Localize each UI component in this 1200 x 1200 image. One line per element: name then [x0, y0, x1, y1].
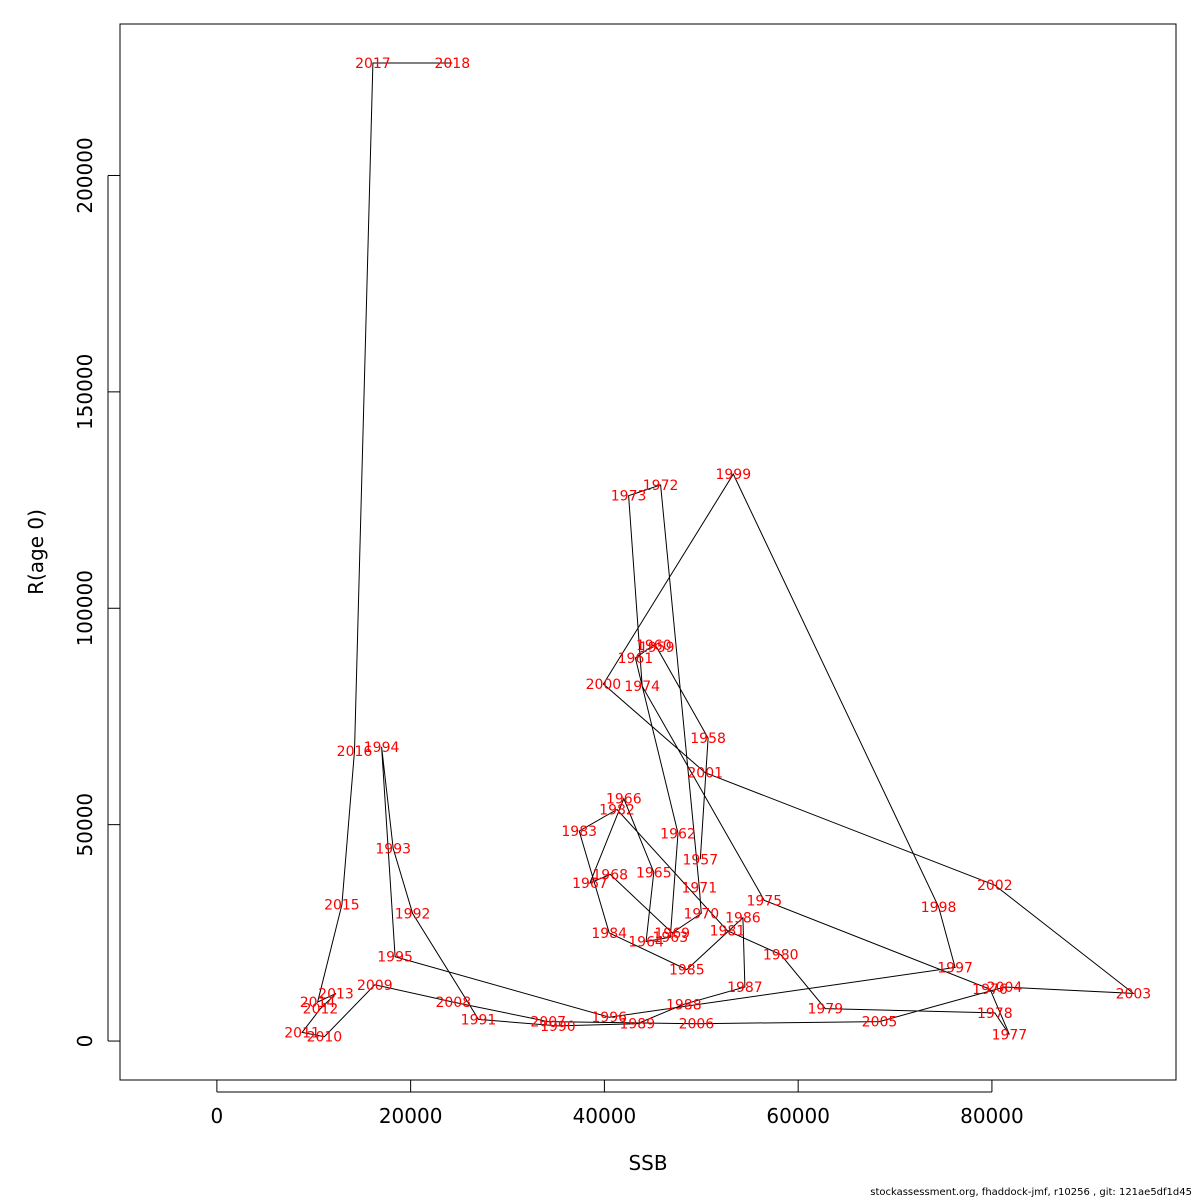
y-tick-label: 0 [73, 1035, 97, 1048]
point-label-2017: 2017 [355, 56, 391, 72]
point-label-1963: 1963 [652, 930, 688, 946]
x-tick-label: 40000 [573, 1104, 637, 1128]
point-label-1958: 1958 [690, 731, 726, 747]
y-tick-label: 200000 [73, 137, 97, 213]
point-label-1991: 1991 [461, 1012, 497, 1028]
point-label-2014: 2014 [300, 995, 336, 1011]
point-label-1994: 1994 [364, 740, 400, 756]
point-label-1980: 1980 [763, 948, 799, 964]
point-label-2004: 2004 [987, 980, 1023, 996]
point-label-1997: 1997 [937, 961, 973, 977]
point-label-1970: 1970 [683, 906, 719, 922]
y-axis-label: R(age 0) [24, 509, 48, 595]
point-label-1964: 1964 [628, 935, 664, 951]
point-label-1989: 1989 [619, 1017, 655, 1033]
point-label-1992: 1992 [395, 906, 431, 922]
point-label-1990: 1990 [540, 1019, 576, 1035]
point-label-1973: 1973 [611, 489, 647, 505]
point-label-1966: 1966 [606, 792, 642, 808]
x-axis-label: SSB [628, 1151, 667, 1175]
point-label-1983: 1983 [561, 824, 597, 840]
point-label-1972: 1972 [643, 478, 679, 494]
point-label-1961: 1961 [618, 651, 654, 667]
x-axis: 0 20000 40000 60000 80000 [211, 1080, 1024, 1128]
point-label-1979: 1979 [807, 1002, 843, 1018]
point-label-1957: 1957 [682, 852, 718, 868]
point-label-2008: 2008 [435, 995, 471, 1011]
point-label-2012: 2012 [303, 1002, 339, 1018]
point-label-2002: 2002 [977, 878, 1013, 894]
point-label-1995: 1995 [377, 950, 413, 966]
point-label-1967: 1967 [572, 876, 608, 892]
y-axis: 0 50000 100000 150000 200000 [73, 137, 120, 1047]
point-label-1986: 1986 [725, 911, 761, 927]
point-label-2006: 2006 [679, 1017, 715, 1033]
point-label-1968: 1968 [592, 867, 628, 883]
point-label-1974: 1974 [624, 679, 660, 695]
point-label-2015: 2015 [324, 898, 360, 914]
point-label-1965: 1965 [636, 865, 672, 881]
point-label-1996: 1996 [591, 1010, 627, 1026]
point-label-1975: 1975 [746, 893, 782, 909]
point-label-1969: 1969 [654, 926, 690, 942]
point-label-2005: 2005 [862, 1015, 898, 1031]
point-label-2000: 2000 [586, 677, 622, 693]
x-tick-label: 80000 [960, 1104, 1024, 1128]
point-label-2010: 2010 [307, 1030, 343, 1046]
point-label-1977: 1977 [992, 1028, 1028, 1044]
y-tick-label: 50000 [73, 793, 97, 857]
point-label-1981: 1981 [710, 924, 746, 940]
point-label-2011: 2011 [284, 1025, 320, 1041]
y-tick-label: 150000 [73, 354, 97, 430]
x-tick-label: 60000 [766, 1104, 830, 1128]
point-label-1985: 1985 [669, 963, 705, 979]
point-label-1982: 1982 [599, 803, 635, 819]
point-label-1962: 1962 [660, 826, 696, 842]
point-label-2001: 2001 [687, 766, 723, 782]
point-label-1993: 1993 [375, 842, 411, 858]
point-label-2018: 2018 [434, 56, 470, 72]
plot-frame [119, 23, 1177, 1081]
point-label-1976: 1976 [972, 982, 1008, 998]
point-label-2016: 2016 [337, 744, 373, 760]
point-label-2009: 2009 [357, 978, 393, 994]
y-tick-label: 100000 [73, 570, 97, 646]
point-label-2003: 2003 [1116, 986, 1152, 1002]
point-label-1998: 1998 [921, 900, 957, 916]
point-label-2013: 2013 [318, 986, 354, 1002]
series-line [301, 62, 1135, 1038]
point-label-1978: 1978 [977, 1006, 1013, 1022]
point-label-1959: 1959 [639, 640, 675, 656]
footer-note: stockassessment.org, fhaddock-jmf, r1025… [870, 1187, 1192, 1198]
x-tick-label: 20000 [379, 1104, 443, 1128]
x-tick-label: 0 [211, 1104, 224, 1128]
point-label-1999: 1999 [715, 467, 751, 483]
point-label-2007: 2007 [530, 1015, 566, 1031]
point-label-1971: 1971 [681, 880, 717, 896]
point-label-1984: 1984 [591, 926, 627, 942]
point-label-1987: 1987 [727, 980, 763, 996]
point-label-1960: 1960 [636, 638, 672, 654]
point-label-1988: 1988 [666, 997, 702, 1013]
